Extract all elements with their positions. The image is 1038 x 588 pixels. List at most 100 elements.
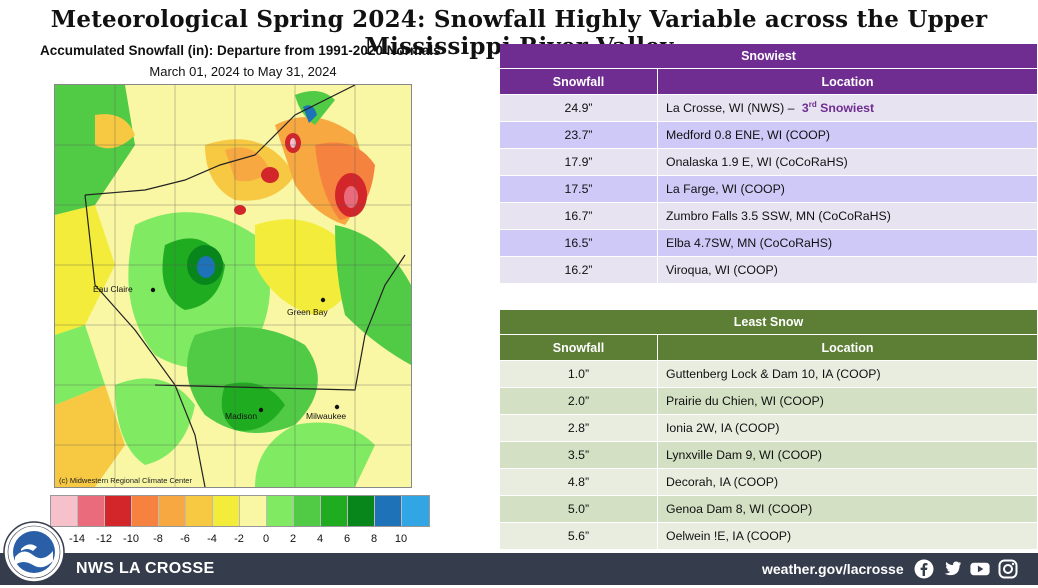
legend-swatch bbox=[375, 496, 402, 526]
social-icons bbox=[914, 558, 1018, 579]
location-text: Zumbro Falls 3.5 SSW, MN (CoCoRaHS) bbox=[666, 209, 891, 223]
table-row: 24.9” La Crosse, WI (NWS) – 3rd Snowiest bbox=[500, 94, 1037, 121]
location-cell: Guttenberg Lock & Dam 10, IA (COOP) bbox=[658, 361, 1037, 387]
table-row: 16.5” Elba 4.7SW, MN (CoCoRaHS) bbox=[500, 229, 1037, 256]
map-title: Accumulated Snowfall (in): Departure fro… bbox=[40, 43, 441, 58]
map-subtitle: March 01, 2024 to May 31, 2024 bbox=[149, 64, 337, 79]
location-text: Guttenberg Lock & Dam 10, IA (COOP) bbox=[666, 367, 881, 381]
snowfall-cell: 17.5” bbox=[500, 176, 658, 202]
least-header-row: Snowfall Location bbox=[500, 334, 1037, 360]
location-text: Prairie du Chien, WI (COOP) bbox=[666, 394, 824, 408]
location-cell: Oelwein !E, IA (COOP) bbox=[658, 523, 1037, 549]
rank-text: Snowiest bbox=[816, 101, 875, 116]
rank-suffix: rd bbox=[808, 100, 817, 110]
legend-swatch bbox=[402, 496, 429, 526]
legend-swatch bbox=[105, 496, 132, 526]
map-graphic bbox=[55, 85, 411, 487]
footer-bar: NWS LA CROSSE weather.gov/lacrosse bbox=[0, 553, 1038, 585]
location-text: Medford 0.8 ENE, WI (COOP) bbox=[666, 128, 830, 142]
legend-tick-label: -12 bbox=[96, 533, 112, 545]
legend-swatch bbox=[132, 496, 159, 526]
snowfall-cell: 17.9” bbox=[500, 149, 658, 175]
location-cell: Prairie du Chien, WI (COOP) bbox=[658, 388, 1037, 414]
legend-swatch bbox=[213, 496, 240, 526]
location-text: Viroqua, WI (COOP) bbox=[666, 263, 778, 277]
snowfall-departure-map: Eau Claire Green Bay Madison Milwaukee (… bbox=[54, 84, 412, 488]
legend-swatch bbox=[159, 496, 186, 526]
table-row: 17.5” La Farge, WI (COOP) bbox=[500, 175, 1037, 202]
location-cell: Viroqua, WI (COOP) bbox=[658, 257, 1037, 283]
footer-org-name: NWS LA CROSSE bbox=[76, 560, 215, 577]
table-row: 5.6” Oelwein !E, IA (COOP) bbox=[500, 522, 1037, 549]
location-text: Genoa Dam 8, WI (COOP) bbox=[666, 502, 813, 516]
snowfall-cell: 5.6” bbox=[500, 523, 658, 549]
snowfall-cell: 24.9” bbox=[500, 95, 658, 121]
table-row: 3.5” Lynxville Dam 9, WI (COOP) bbox=[500, 441, 1037, 468]
footer-url[interactable]: weather.gov/lacrosse bbox=[762, 561, 904, 577]
legend-tick-label: 8 bbox=[370, 533, 378, 545]
legend-swatch bbox=[321, 496, 348, 526]
location-cell: Elba 4.7SW, MN (CoCoRaHS) bbox=[658, 230, 1037, 256]
table-row: 5.0” Genoa Dam 8, WI (COOP) bbox=[500, 495, 1037, 522]
legend-tick-label: 10 bbox=[394, 533, 408, 545]
col-header-snowfall: Snowfall bbox=[500, 69, 658, 94]
least-snow-title: Least Snow bbox=[500, 310, 1037, 334]
twitter-icon[interactable] bbox=[942, 558, 962, 579]
snowiest-title: Snowiest bbox=[500, 44, 1037, 68]
snowfall-cell: 16.5” bbox=[500, 230, 658, 256]
snowfall-cell: 4.8” bbox=[500, 469, 658, 495]
least-snow-table: Least Snow Snowfall Location 1.0” Guttenb… bbox=[500, 310, 1037, 549]
facebook-icon[interactable] bbox=[914, 558, 934, 579]
legend-tick-label: 0 bbox=[262, 533, 270, 545]
legend-tick-label: -6 bbox=[180, 533, 190, 545]
snowfall-cell: 16.2” bbox=[500, 257, 658, 283]
location-cell: La Crosse, WI (NWS) – 3rd Snowiest bbox=[658, 95, 1037, 121]
location-text: Elba 4.7SW, MN (CoCoRaHS) bbox=[666, 236, 833, 250]
location-text: Onalaska 1.9 E, WI (CoCoRaHS) bbox=[666, 155, 848, 169]
location-cell: Zumbro Falls 3.5 SSW, MN (CoCoRaHS) bbox=[658, 203, 1037, 229]
legend-swatch bbox=[78, 496, 105, 526]
col-header-snowfall: Snowfall bbox=[500, 335, 658, 360]
legend-swatch bbox=[294, 496, 321, 526]
snowfall-cell: 2.0” bbox=[500, 388, 658, 414]
location-cell: Ionia 2W, IA (COOP) bbox=[658, 415, 1037, 441]
location-text: Decorah, IA (COOP) bbox=[666, 475, 779, 489]
snowfall-cell: 1.0” bbox=[500, 361, 658, 387]
snowfall-cell: 23.7” bbox=[500, 122, 658, 148]
legend-swatch bbox=[240, 496, 267, 526]
legend-swatch bbox=[51, 496, 78, 526]
legend-tick-label: 2 bbox=[289, 533, 297, 545]
legend-tick-label: -8 bbox=[153, 533, 163, 545]
snowfall-cell: 2.8” bbox=[500, 415, 658, 441]
rank-note: 3rd Snowiest bbox=[802, 100, 874, 115]
legend-tick-label: -10 bbox=[123, 533, 139, 545]
city-label-green-bay: Green Bay bbox=[287, 307, 328, 317]
location-cell: Medford 0.8 ENE, WI (COOP) bbox=[658, 122, 1037, 148]
location-text: Lynxville Dam 9, WI (COOP) bbox=[666, 448, 823, 462]
location-text: Ionia 2W, IA (COOP) bbox=[666, 421, 780, 435]
location-text: La Crosse, WI (NWS) – bbox=[666, 101, 798, 115]
legend-tick-label: -14 bbox=[69, 533, 85, 545]
instagram-icon[interactable] bbox=[998, 558, 1018, 579]
location-cell: Genoa Dam 8, WI (COOP) bbox=[658, 496, 1037, 522]
table-row: 2.0” Prairie du Chien, WI (COOP) bbox=[500, 387, 1037, 414]
legend-labels: -14 -12 -10 -8 -6 -4 -2 0 2 4 6 8 10 bbox=[50, 533, 430, 549]
youtube-icon[interactable] bbox=[970, 558, 990, 579]
snowfall-cell: 5.0” bbox=[500, 496, 658, 522]
legend-swatches bbox=[50, 495, 430, 527]
city-label-eau-claire: Eau Claire bbox=[93, 284, 133, 294]
table-row: 17.9” Onalaska 1.9 E, WI (CoCoRaHS) bbox=[500, 148, 1037, 175]
snowiest-table: Snowiest Snowfall Location 24.9” La Cross… bbox=[500, 44, 1037, 283]
table-row: 1.0” Guttenberg Lock & Dam 10, IA (COOP) bbox=[500, 360, 1037, 387]
table-row: 4.8” Decorah, IA (COOP) bbox=[500, 468, 1037, 495]
legend-tick-label: -2 bbox=[234, 533, 244, 545]
legend-swatch bbox=[186, 496, 213, 526]
location-cell: Lynxville Dam 9, WI (COOP) bbox=[658, 442, 1037, 468]
city-label-madison: Madison bbox=[225, 411, 258, 421]
col-header-location: Location bbox=[821, 74, 874, 89]
table-row: 2.8” Ionia 2W, IA (COOP) bbox=[500, 414, 1037, 441]
color-legend: -14 -12 -10 -8 -6 -4 -2 0 2 4 6 8 10 bbox=[50, 495, 430, 549]
legend-tick-label: 4 bbox=[316, 533, 324, 545]
location-cell: Onalaska 1.9 E, WI (CoCoRaHS) bbox=[658, 149, 1037, 175]
location-cell: Decorah, IA (COOP) bbox=[658, 469, 1037, 495]
